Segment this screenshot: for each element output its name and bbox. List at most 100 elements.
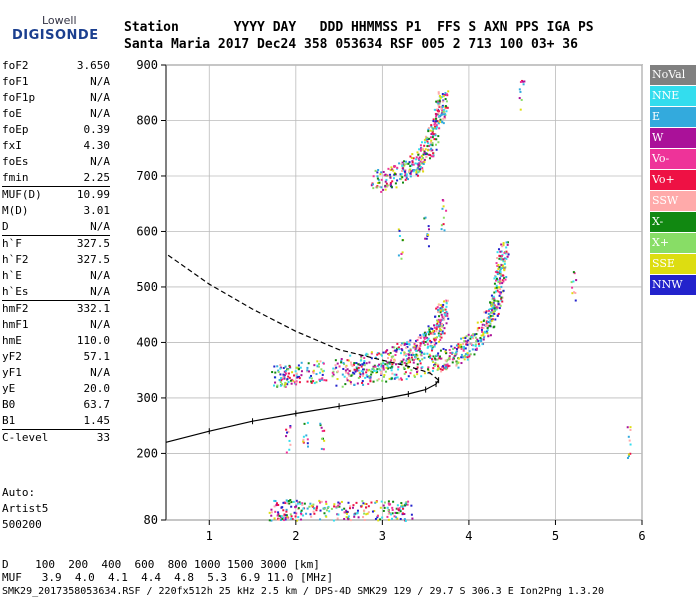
- param-row: hmF2 332.1: [2, 300, 110, 317]
- echo-point: [406, 503, 409, 506]
- echo-point: [389, 168, 392, 171]
- echo-point: [480, 328, 483, 331]
- echo-point: [277, 517, 280, 520]
- echo-point: [500, 243, 503, 246]
- echo-point: [361, 380, 364, 383]
- echo-point: [276, 514, 279, 517]
- echo-point: [386, 185, 389, 188]
- echo-point: [306, 442, 309, 445]
- auto-software: Artist5: [2, 502, 49, 515]
- echo-point: [425, 155, 428, 158]
- echo-point: [365, 368, 368, 371]
- param-name: foEs: [2, 155, 29, 168]
- echo-point: [415, 339, 418, 342]
- echo-point: [295, 381, 298, 384]
- echo-point: [404, 519, 407, 522]
- echo-point: [460, 356, 463, 359]
- echo-point: [289, 513, 292, 516]
- echo-point: [495, 262, 498, 265]
- echo-point: [397, 346, 400, 349]
- echo-point: [279, 515, 282, 518]
- echo-point: [463, 340, 466, 343]
- echo-point: [417, 162, 420, 165]
- echo-point: [288, 448, 291, 451]
- param-value: 0.39: [83, 123, 111, 136]
- echo-point: [279, 373, 282, 376]
- echo-point: [443, 312, 446, 315]
- echo-point: [378, 181, 381, 184]
- echo-point: [279, 364, 282, 367]
- echo-point: [434, 363, 437, 366]
- x-tick-label: 3: [379, 529, 386, 543]
- echo-point: [396, 179, 399, 182]
- echo-point: [348, 369, 351, 372]
- echo-point: [432, 155, 435, 158]
- echo-point: [389, 173, 392, 176]
- echo-point: [429, 327, 432, 330]
- echo-point: [437, 332, 440, 335]
- echo-point: [296, 376, 299, 379]
- echo-point: [424, 216, 427, 219]
- echo-point: [390, 185, 393, 188]
- legend-item: NoVal: [650, 65, 696, 85]
- echo-point: [280, 377, 283, 380]
- echo-point: [368, 376, 371, 379]
- echo-point: [445, 368, 448, 371]
- echo-point: [430, 340, 433, 343]
- echo-point: [345, 516, 348, 519]
- echo-point: [432, 118, 435, 121]
- echo-point: [429, 356, 432, 359]
- echo-point: [300, 513, 303, 516]
- echo-point: [268, 519, 271, 522]
- echo-point: [411, 160, 414, 163]
- param-name: MUF(D): [2, 188, 42, 201]
- echo-point: [372, 367, 375, 370]
- echo-point: [474, 345, 477, 348]
- echo-point: [423, 144, 426, 147]
- echo-point: [460, 353, 463, 356]
- echo-point: [455, 364, 458, 367]
- echo-point: [407, 178, 410, 181]
- echo-point: [379, 173, 382, 176]
- echo-point: [463, 358, 466, 361]
- echo-point: [478, 344, 481, 347]
- echo-point: [361, 363, 364, 366]
- echo-point: [299, 512, 302, 515]
- echo-point: [426, 145, 429, 148]
- echo-point: [283, 385, 286, 388]
- echo-point: [427, 127, 430, 130]
- echo-point: [466, 356, 469, 359]
- param-value: 57.1: [83, 350, 111, 363]
- echo-point: [394, 182, 397, 185]
- echo-point: [407, 340, 410, 343]
- echo-point: [414, 348, 417, 351]
- echo-point: [490, 294, 493, 297]
- echo-point: [289, 379, 292, 382]
- echo-point: [483, 335, 486, 338]
- echo-point: [390, 517, 393, 520]
- echo-point: [493, 299, 496, 302]
- echo-point: [435, 342, 438, 345]
- echo-point: [504, 259, 507, 262]
- echo-point: [418, 169, 421, 172]
- echo-point: [427, 355, 430, 358]
- echo-point: [407, 353, 410, 356]
- echo-point: [394, 363, 397, 366]
- echo-point: [427, 130, 430, 133]
- legend-item: W: [650, 128, 696, 148]
- echo-point: [285, 508, 288, 511]
- echo-point: [271, 371, 274, 374]
- echo-point: [316, 505, 319, 508]
- echo-point: [288, 364, 291, 367]
- echo-point: [457, 343, 460, 346]
- echo-point: [431, 327, 434, 330]
- echo-point: [448, 364, 451, 367]
- echo-point: [392, 500, 395, 503]
- echo-point: [322, 369, 325, 372]
- echo-point: [452, 347, 455, 350]
- echo-point: [415, 173, 418, 176]
- echo-point: [429, 143, 432, 146]
- echo-point: [335, 384, 338, 387]
- echo-point: [353, 362, 356, 365]
- echo-point: [298, 377, 301, 380]
